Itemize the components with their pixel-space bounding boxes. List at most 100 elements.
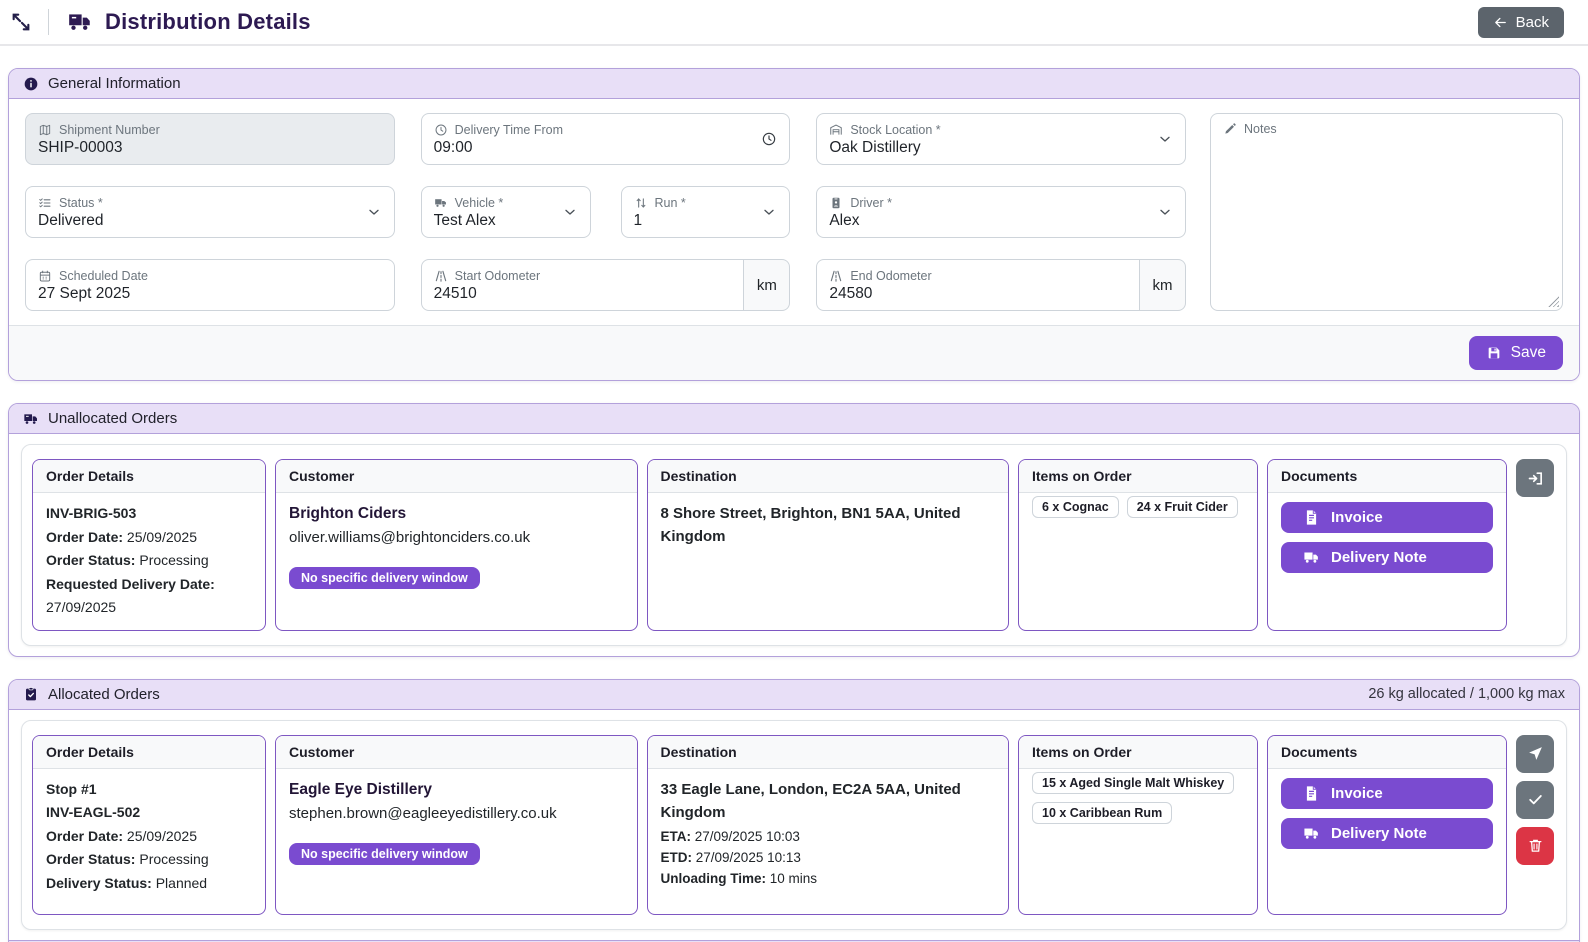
item-pill: 6 x Cognac bbox=[1032, 496, 1119, 518]
start-odometer-label: Start Odometer bbox=[454, 268, 541, 283]
distribution-truck-icon bbox=[67, 9, 93, 35]
clock-icon bbox=[435, 124, 447, 135]
mark-delivered-button[interactable] bbox=[1516, 780, 1554, 819]
start-odometer-field[interactable]: Start Odometer 24510 bbox=[420, 259, 745, 311]
general-information-panel: General Information Shipment Number SHIP… bbox=[8, 68, 1580, 381]
file-invoice-icon bbox=[1306, 510, 1317, 525]
customer-email: stephen.brown@eagleeyedistillery.co.uk bbox=[289, 804, 557, 822]
status-value: Delivered bbox=[38, 211, 104, 229]
delivery-window-badge: No specific delivery window bbox=[289, 842, 480, 865]
stock-location-value: Oak Distillery bbox=[829, 138, 921, 156]
invoice-button[interactable]: Invoice bbox=[1281, 502, 1493, 533]
vehicle-select[interactable]: Vehicle * Test Alex bbox=[420, 186, 591, 238]
items-heading: Items on Order bbox=[1019, 735, 1257, 769]
shipment-number-field: Shipment Number SHIP-00003 bbox=[25, 113, 395, 165]
resize-handle[interactable] bbox=[1548, 296, 1559, 307]
allocated-actions bbox=[1516, 734, 1556, 915]
destination-heading: Destination bbox=[647, 735, 1008, 769]
pen-icon bbox=[1225, 123, 1236, 134]
general-information-header: General Information bbox=[9, 69, 1579, 99]
time-picker-icon[interactable] bbox=[761, 131, 777, 147]
delivery-window-badge: No specific delivery window bbox=[289, 567, 480, 589]
order-details-heading: Order Details bbox=[33, 735, 265, 769]
general-information-title: General Information bbox=[48, 75, 181, 92]
end-odometer-unit: km bbox=[1139, 259, 1186, 311]
order-status-value: Processing bbox=[139, 552, 209, 568]
stop-number: Stop #1 bbox=[46, 780, 97, 797]
end-odometer-label: End Odometer bbox=[850, 268, 932, 283]
unloading-time-value: 10 mins bbox=[769, 870, 818, 886]
delivery-status-value: Planned bbox=[155, 874, 208, 891]
truck-icon bbox=[23, 411, 39, 427]
item-pill: 24 x Fruit Cider bbox=[1126, 496, 1238, 518]
run-label: Run * bbox=[654, 195, 686, 210]
driver-label: Driver * bbox=[850, 195, 892, 210]
unallocated-orders-panel: Unallocated Orders Order Details INV-BRI… bbox=[8, 403, 1580, 657]
list-check-icon bbox=[39, 197, 51, 207]
order-date-label: Order Date: bbox=[46, 528, 124, 545]
etd-value: 27/09/2025 10:13 bbox=[695, 849, 801, 865]
back-button[interactable]: Back bbox=[1477, 6, 1564, 38]
order-details-card: Order Details INV-BRIG-503 Order Date: 2… bbox=[32, 459, 266, 631]
customer-card: Customer Eagle Eye Distillery stephen.br… bbox=[275, 734, 638, 915]
destination-heading: Destination bbox=[647, 460, 1008, 493]
destination-card: Destination 8 Shore Street, Brighton, BN… bbox=[646, 459, 1009, 631]
page-title: Distribution Details bbox=[105, 9, 311, 34]
order-date-label: Order Date: bbox=[46, 827, 124, 844]
eta-value: 27/09/2025 10:03 bbox=[694, 828, 800, 844]
unallocated-order-card: Order Details INV-BRIG-503 Order Date: 2… bbox=[21, 444, 1567, 646]
back-button-label: Back bbox=[1515, 13, 1549, 31]
check-icon bbox=[1528, 795, 1542, 805]
chevron-down-icon bbox=[1157, 131, 1173, 147]
delivery-status-label: Delivery Status: bbox=[46, 874, 152, 891]
divider bbox=[48, 9, 49, 35]
run-select[interactable]: Run * 1 bbox=[620, 186, 791, 238]
road-icon bbox=[831, 270, 842, 282]
delivery-truck-icon bbox=[1304, 552, 1318, 563]
documents-card: Documents Invoice Delivery Note bbox=[1267, 734, 1507, 915]
delivery-time-from-field[interactable]: Delivery Time From 09:00 bbox=[420, 113, 791, 165]
expand-icon[interactable] bbox=[10, 11, 32, 33]
delivery-note-button-label: Delivery Note bbox=[1331, 824, 1427, 842]
delivery-note-button-label: Delivery Note bbox=[1331, 549, 1427, 566]
item-pill: 15 x Aged Single Malt Whiskey bbox=[1032, 771, 1235, 794]
start-odometer-unit: km bbox=[744, 259, 791, 311]
scheduled-date-value: 27 Sept 2025 bbox=[38, 284, 131, 302]
road-icon bbox=[435, 270, 446, 282]
unallocated-orders-body: Order Details INV-BRIG-503 Order Date: 2… bbox=[9, 434, 1579, 656]
vehicle-value: Test Alex bbox=[433, 211, 496, 229]
customer-name: Brighton Ciders bbox=[289, 505, 407, 522]
delivery-note-button[interactable]: Delivery Note bbox=[1281, 542, 1493, 573]
chevron-down-icon bbox=[761, 204, 777, 220]
delivery-note-button[interactable]: Delivery Note bbox=[1281, 817, 1493, 849]
stock-location-select[interactable]: Stock Location * Oak Distillery bbox=[816, 113, 1186, 165]
shipment-number-label: Shipment Number bbox=[59, 122, 160, 137]
scheduled-date-field[interactable]: Scheduled Date 27 Sept 2025 bbox=[25, 259, 395, 311]
navigate-button[interactable] bbox=[1516, 734, 1554, 773]
destination-address: 8 Shore Street, Brighton, BN1 5AA, Unite… bbox=[660, 505, 961, 545]
allocate-order-button[interactable] bbox=[1516, 459, 1554, 497]
save-button[interactable]: Save bbox=[1468, 336, 1563, 370]
scheduled-date-label: Scheduled Date bbox=[59, 268, 148, 283]
info-icon bbox=[23, 76, 39, 92]
customer-name: Eagle Eye Distillery bbox=[289, 780, 433, 798]
truck-icon bbox=[434, 198, 446, 207]
status-label: Status * bbox=[59, 195, 103, 210]
driver-select[interactable]: Driver * Alex bbox=[816, 186, 1186, 238]
eta-label: ETA: bbox=[660, 828, 692, 844]
items-heading: Items on Order bbox=[1019, 460, 1257, 493]
requested-delivery-label: Requested Delivery Date: bbox=[46, 575, 215, 592]
delivery-time-from-value: 09:00 bbox=[433, 138, 473, 156]
destination-card: Destination 33 Eagle Lane, London, EC2A … bbox=[646, 734, 1009, 915]
documents-heading: Documents bbox=[1268, 735, 1506, 769]
remove-order-button[interactable] bbox=[1516, 826, 1554, 865]
driver-value: Alex bbox=[829, 211, 860, 229]
order-date-value: 25/09/2025 bbox=[126, 528, 197, 545]
stock-location-label: Stock Location * bbox=[850, 122, 941, 137]
notes-field[interactable]: Notes bbox=[1210, 113, 1563, 311]
order-details-card: Order Details Stop #1 INV-EAGL-502 Order… bbox=[32, 734, 266, 915]
customer-heading: Customer bbox=[276, 460, 637, 493]
invoice-button[interactable]: Invoice bbox=[1281, 777, 1493, 809]
end-odometer-field[interactable]: End Odometer 24580 bbox=[816, 259, 1140, 311]
status-select[interactable]: Status * Delivered bbox=[25, 186, 395, 238]
